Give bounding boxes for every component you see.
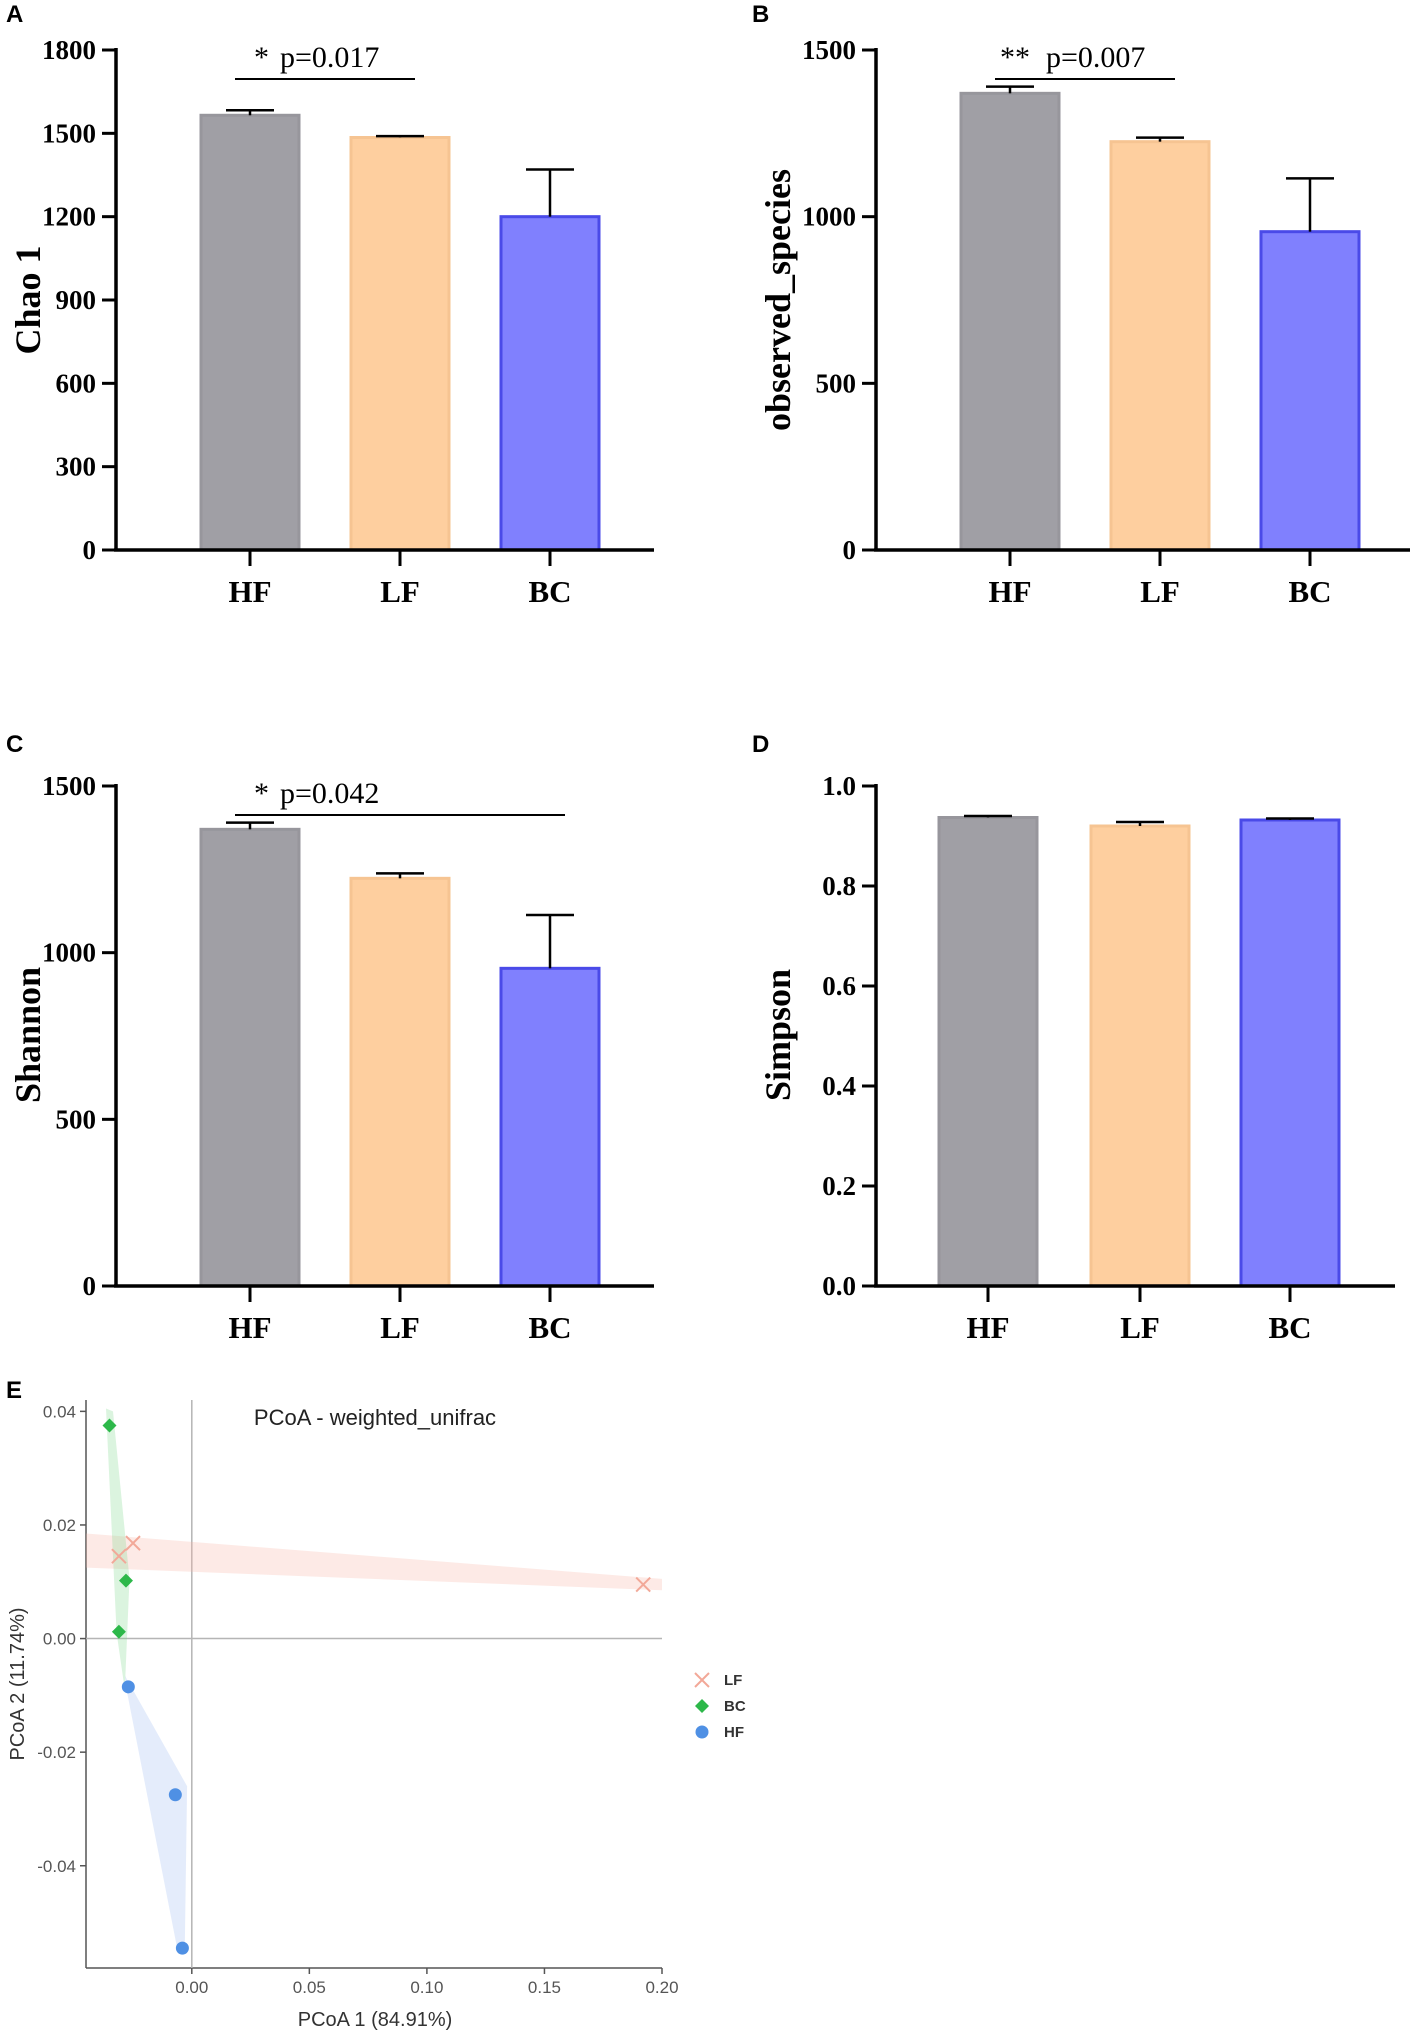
y-tick-label: 0.0 [822,1271,856,1301]
y-tick-label: 1500 [802,35,856,65]
bar-lf [349,136,451,552]
x-tick-label: LF [380,574,420,609]
legend-label-hf: HF [724,1724,744,1741]
x-tick-label: 0.05 [293,1978,326,1997]
bar-hf [937,816,1039,1288]
point-hf [121,1680,135,1694]
panel-a: A 0 300 600 900 1200 1500 1800 HF LF BC Chao 1 * p=0.… [6,1,654,609]
chart-title: PCoA - weighted_unifrac [254,1405,496,1430]
point-bc [102,1418,117,1433]
significance-stars: * [254,777,269,810]
y-tick-label: 0.02 [43,1516,76,1535]
x-tick-label: HF [988,574,1031,609]
bar-bc [499,966,601,1288]
x-tick-label: HF [228,1310,271,1345]
bar-lf [349,876,451,1288]
x-tick-label: LF [1120,1310,1160,1345]
significance-stars: ** [1000,41,1030,74]
x-tick-label: HF [228,574,271,609]
bar-lf [1109,140,1211,552]
y-tick-label: 1000 [802,202,856,232]
panel-label: B [752,1,769,28]
y-tick-label: 1200 [42,202,96,232]
y-axis-label: PCoA 2 (11.74%) [7,1607,29,1760]
panel-label: D [752,731,769,758]
y-tick-label: 0 [83,535,97,565]
x-tick-label: 0.20 [645,1978,678,1997]
x-tick-label: 0.15 [528,1978,561,1997]
point-lf [635,1576,651,1593]
y-tick-label: 1000 [42,938,96,968]
bar-bc [1239,818,1341,1288]
panel-c: C 0 500 1000 1500 HF LF BC Shannon * p=0.042 [6,731,654,1345]
x-tick-label: 0.00 [175,1978,208,1997]
bar-hf [959,91,1061,552]
y-tick-label: 0.04 [43,1402,76,1421]
x-axis-label: PCoA 1 (84.91%) [298,2009,453,2031]
y-axis-label: Shannon [8,967,48,1103]
x-tick-label: BC [528,574,571,609]
y-tick-label: 0.8 [822,871,856,901]
legend-label-lf: LF [724,1672,742,1689]
point-hf [168,1788,182,1802]
bar-hf [199,113,301,552]
p-value-label: p=0.017 [280,41,379,74]
panel-b: B 0 500 1000 1500 HF LF BC observed_species ** p=0… [752,1,1410,609]
y-tick-label: 500 [56,1104,97,1134]
x-tick-label: LF [380,1310,420,1345]
p-value-label: p=0.007 [1046,41,1145,74]
y-tick-label: 0.4 [822,1071,856,1101]
y-tick-label: 600 [56,368,97,398]
point-lf [111,1548,127,1564]
panel-label: A [6,1,23,28]
bar-hf [199,827,301,1288]
y-tick-label: 500 [816,368,857,398]
hull-hf [124,1675,188,1954]
y-axis-label: Simpson [758,969,798,1101]
y-tick-label: 1.0 [822,771,856,801]
x-tick-label: BC [1288,574,1331,609]
panel-label: C [6,731,23,758]
y-axis-label: observed_species [758,169,798,431]
point-hf [175,1941,189,1955]
hull-bc [106,1408,130,1690]
y-tick-label: 1500 [42,118,96,148]
y-tick-label: 0 [843,535,857,565]
y-tick-label: -0.02 [37,1743,76,1762]
y-tick-label: 0.2 [822,1171,856,1201]
legend-marker-lf [694,1672,710,1688]
point-bc [118,1573,133,1588]
x-tick-label: 0.10 [410,1978,443,1997]
y-tick-label: 0 [83,1271,97,1301]
x-tick-label: BC [528,1310,571,1345]
point-lf [125,1535,141,1551]
legend-marker-hf [695,1725,709,1739]
y-tick-label: 0.00 [43,1630,76,1649]
panel-e: E PCoA - weighted_unifrac 0.00 0.05 0.10 0.15… [6,1377,746,2031]
y-tick-label: 1800 [42,35,96,65]
panel-d: D 0.0 0.2 0.4 0.6 0.8 1.0 HF LF BC Simpson [752,731,1395,1345]
hull-lf [86,1533,662,1591]
y-tick-label: 300 [56,452,97,482]
y-tick-label: 900 [56,285,97,315]
y-axis-label: Chao 1 [8,245,48,354]
point-bc [111,1624,126,1639]
y-tick-label: 0.6 [822,971,856,1001]
y-tick-label: 1500 [42,771,96,801]
panel-label: E [6,1377,22,1404]
x-tick-label: BC [1268,1310,1311,1345]
significance-stars: * [254,41,269,74]
legend-marker-bc [695,1699,709,1713]
bar-bc [499,215,601,552]
bar-bc [1259,230,1361,552]
legend-label-bc: BC [724,1698,746,1715]
x-tick-label: HF [966,1310,1009,1345]
bar-lf [1089,824,1191,1288]
p-value-label: p=0.042 [280,777,379,810]
x-tick-label: LF [1140,574,1180,609]
y-tick-label: -0.04 [37,1857,76,1876]
